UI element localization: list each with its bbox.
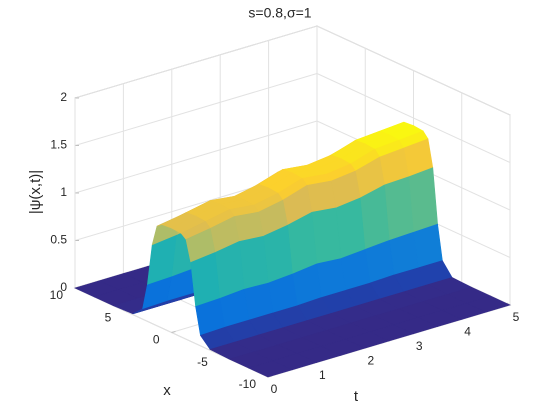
surface-patch bbox=[335, 197, 366, 260]
grid-line bbox=[74, 73, 318, 146]
grid-line bbox=[74, 25, 318, 99]
grid-line bbox=[74, 120, 318, 194]
surface-patch bbox=[388, 231, 419, 276]
x-axis-label: x bbox=[163, 382, 171, 399]
y-tick-label: 5 bbox=[105, 310, 112, 324]
z-tick-label: 0 bbox=[60, 280, 67, 294]
z-axis-label: |ψ(x,t)| bbox=[27, 170, 44, 214]
chart-title: s=0.8,σ=1 bbox=[248, 5, 311, 21]
surface-patch bbox=[238, 235, 269, 290]
y-tick-label: -5 bbox=[197, 355, 208, 369]
y-tick-label: -10 bbox=[239, 377, 257, 391]
x-tick-label: 1 bbox=[319, 368, 326, 382]
z-tick-label: 1 bbox=[60, 185, 67, 199]
y-tick-label: 0 bbox=[153, 333, 160, 347]
x-tick-label: 5 bbox=[513, 310, 520, 324]
surface-patch bbox=[408, 167, 438, 233]
z-tick-label: 1.5 bbox=[50, 138, 67, 152]
surface-patch bbox=[311, 207, 342, 265]
tick-mark bbox=[171, 331, 176, 333]
x-tick-label: 3 bbox=[416, 339, 423, 353]
z-tick-label: 0.5 bbox=[50, 233, 67, 247]
surface-patch bbox=[247, 360, 294, 378]
x-tick-label: 2 bbox=[367, 353, 374, 367]
surface-patch bbox=[190, 252, 221, 308]
x-tick-label: 4 bbox=[464, 325, 471, 339]
surface-patch bbox=[384, 176, 414, 241]
t-axis-label: t bbox=[354, 388, 359, 405]
surface-patch bbox=[306, 180, 337, 213]
z-tick-label: 2 bbox=[60, 90, 67, 104]
y-tick-label: 10 bbox=[50, 288, 64, 302]
surface-patch bbox=[413, 223, 443, 269]
x-tick-label: 0 bbox=[271, 382, 278, 396]
